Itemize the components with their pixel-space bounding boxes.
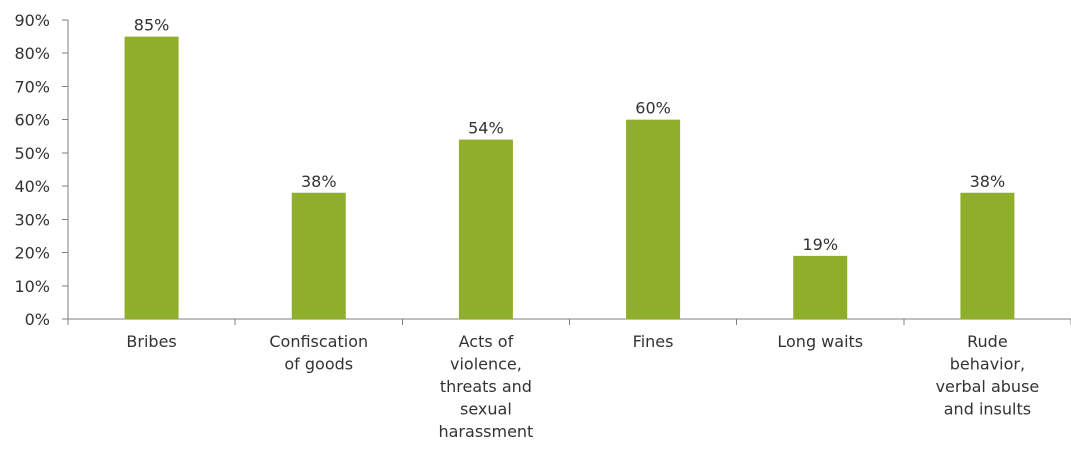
category-label: violence, <box>450 355 522 374</box>
category-label: Bribes <box>126 332 176 351</box>
data-label: 60% <box>635 99 671 118</box>
category-label: sexual <box>460 400 512 419</box>
y-tick-label: 10% <box>14 277 50 296</box>
y-axis: 0% 10% 20% 30% 40% 50% 60% 70% 80% 90% <box>14 11 69 329</box>
category-label: verbal abuse <box>936 377 1040 396</box>
y-tick-label: 60% <box>14 111 50 130</box>
bar <box>793 255 848 319</box>
bar <box>124 36 179 319</box>
category-label: threats and <box>440 377 532 396</box>
data-label: 54% <box>468 119 504 138</box>
y-tick-label: 80% <box>14 44 50 63</box>
data-label: 38% <box>970 172 1006 191</box>
bars <box>124 36 1015 320</box>
data-label: 38% <box>301 172 337 191</box>
data-label: 85% <box>134 16 170 35</box>
bar <box>291 192 346 319</box>
y-tick-label: 50% <box>14 144 50 163</box>
category-label: Confiscation <box>269 332 368 351</box>
category-label: harassment <box>438 422 533 441</box>
bar <box>626 119 681 320</box>
y-tick-label: 20% <box>14 244 50 263</box>
bar <box>458 139 513 319</box>
category-label: behavior, <box>950 355 1025 374</box>
category-labels: Bribes Confiscation of goods Acts of violenc… <box>126 332 1039 441</box>
bar <box>960 192 1015 319</box>
x-axis <box>62 318 1071 325</box>
category-label: and insults <box>944 400 1031 419</box>
category-label: Fines <box>633 332 674 351</box>
y-tick-label: 90% <box>14 11 50 30</box>
category-label: Acts of <box>459 332 514 351</box>
category-label: Long waits <box>777 332 863 351</box>
y-tick-label: 70% <box>14 77 50 96</box>
y-tick-label: 30% <box>14 210 50 229</box>
y-tick-label: 0% <box>25 310 50 329</box>
category-label: Rude <box>967 332 1008 351</box>
category-label: of goods <box>284 355 353 374</box>
data-label: 19% <box>802 235 838 254</box>
y-tick-label: 40% <box>14 177 50 196</box>
data-labels: 85% 38% 54% 60% 19% 38% <box>134 16 1005 254</box>
